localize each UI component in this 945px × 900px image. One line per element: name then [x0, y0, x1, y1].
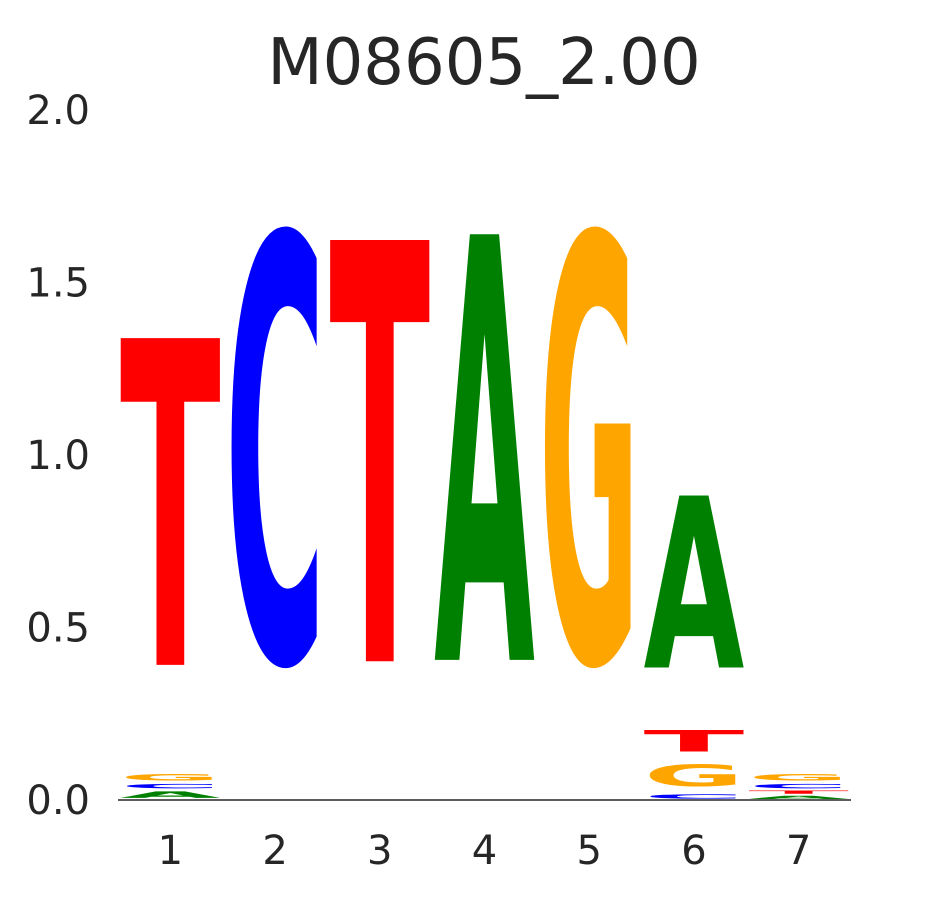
x-tick-label: 6	[681, 828, 706, 874]
logo-letter-t: T	[329, 126, 430, 799]
x-tick-label: 3	[367, 828, 392, 874]
logo-letter-g: G	[120, 772, 221, 782]
logo-letter-g: G	[539, 119, 640, 799]
x-tick-label: 1	[158, 828, 183, 874]
logo-letter-g: G	[748, 772, 849, 782]
y-tick-label: 1.0	[26, 433, 90, 479]
y-tick-label: 0.5	[26, 606, 90, 652]
logo-letter-t: T	[748, 790, 849, 795]
x-axis-ticks: 1 2 3 4 5 6 7	[158, 828, 812, 874]
x-tick-label: 2	[262, 828, 287, 874]
y-tick-label: 2.0	[26, 88, 90, 134]
y-tick-label: 1.5	[26, 261, 90, 307]
x-tick-label: 7	[786, 828, 811, 874]
x-tick-label: 4	[472, 828, 497, 874]
y-axis-ticks: 0.0 0.5 1.0 1.5 2.0	[26, 88, 90, 824]
logo-letter-a: A	[748, 795, 849, 800]
logo-letter-a: A	[434, 117, 536, 798]
logo-letter-a: A	[644, 448, 745, 723]
logo-letter-a: A	[120, 790, 221, 800]
x-tick-label: 5	[576, 828, 601, 874]
y-tick-label: 0.0	[26, 778, 90, 824]
chart-title: M08605_2.00	[267, 26, 700, 100]
logo-letter-c: C	[748, 783, 849, 790]
logo-letter-c: C	[644, 793, 745, 800]
logo-letter-c: C	[120, 783, 221, 790]
logo-letter-g: G	[644, 759, 745, 793]
logo-letter-t: T	[120, 248, 221, 771]
logo-letter-t: T	[644, 724, 745, 758]
logo-letter-c: C	[225, 119, 326, 799]
